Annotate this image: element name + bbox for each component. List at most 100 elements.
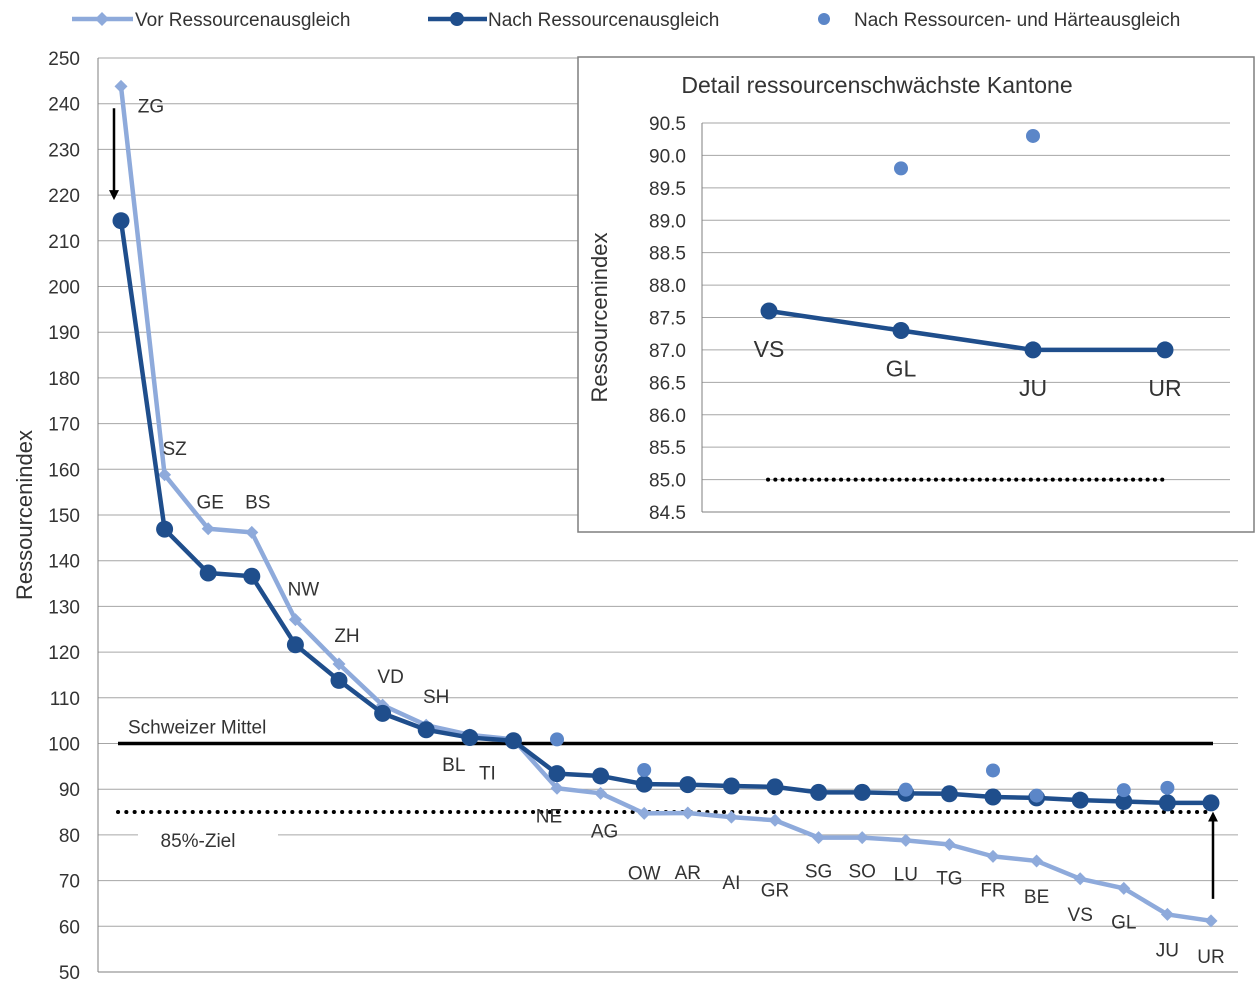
point-after <box>722 777 740 795</box>
point-after <box>374 704 392 722</box>
category-label-zg: ZG <box>138 96 164 117</box>
category-label-gr: GR <box>761 880 790 901</box>
category-label-be: BE <box>1024 887 1049 908</box>
inset-frame <box>577 56 1255 533</box>
inset-y-axis-label: Ressourcenindex <box>587 233 612 403</box>
category-label-fr: FR <box>980 880 1005 901</box>
reference-label-target-bg <box>138 820 278 849</box>
point-before <box>332 657 346 671</box>
inset-series-line <box>768 308 1165 353</box>
y-tick-label: 180 <box>48 369 80 390</box>
category-label-zh: ZH <box>334 626 359 647</box>
y-tick-label: 50 <box>59 963 80 980</box>
category-label-ur: UR <box>1197 947 1224 968</box>
point-before <box>1073 872 1087 886</box>
category-label-bl: BL <box>442 755 465 776</box>
point-after <box>199 564 217 582</box>
inset-y-tick-label: 86.5 <box>649 373 686 394</box>
point-hardship <box>1029 788 1044 803</box>
inset-y-tick-label: 89.5 <box>649 179 686 200</box>
inset-point <box>760 302 778 320</box>
point-before <box>594 786 608 800</box>
y-tick-label: 240 <box>48 95 80 116</box>
category-label-vs: VS <box>1068 905 1093 926</box>
point-after <box>766 778 784 796</box>
point-after <box>810 783 828 801</box>
category-label-ju: JU <box>1156 940 1179 961</box>
reference-label-target: 85%-Ziel <box>161 831 236 852</box>
point-before <box>1030 854 1044 868</box>
inset-point-hardship <box>1026 128 1040 143</box>
point-hardship <box>637 763 652 778</box>
y-tick-label: 170 <box>48 415 80 436</box>
y-tick-label: 160 <box>48 460 80 481</box>
y-tick-label: 90 <box>59 780 80 801</box>
point-after <box>635 775 653 793</box>
point-before <box>812 831 826 845</box>
inset-point-hardship <box>894 161 908 176</box>
legend-label-after: Nach Ressourcenausgleich <box>488 10 719 31</box>
legend-marker-before <box>95 12 109 26</box>
category-label-vd: VD <box>377 667 403 688</box>
inset-point <box>1156 341 1174 359</box>
point-hardship <box>898 782 913 797</box>
y-tick-label: 130 <box>48 597 80 618</box>
category-label-lu: LU <box>894 864 918 885</box>
point-after <box>679 776 697 794</box>
point-hardship <box>550 732 564 747</box>
point-after <box>156 520 174 538</box>
inset-y-tick-label: 88.0 <box>649 276 686 297</box>
point-before <box>768 813 782 827</box>
y-tick-label: 140 <box>48 552 80 573</box>
legend-marker-after <box>450 12 464 26</box>
point-before <box>724 810 738 824</box>
point-before <box>201 522 215 536</box>
point-before <box>942 837 956 851</box>
y-tick-label: 210 <box>48 232 80 253</box>
y-tick-label: 120 <box>48 643 80 664</box>
point-after <box>853 783 871 801</box>
point-after <box>984 788 1002 806</box>
point-after <box>286 636 304 654</box>
point-after <box>417 721 435 739</box>
point-after <box>1158 794 1176 812</box>
category-label-tg: TG <box>936 868 962 889</box>
point-before <box>1117 881 1131 895</box>
category-label-bs: BS <box>245 492 270 513</box>
inset-y-tick-label: 85.0 <box>649 471 686 492</box>
point-after <box>940 785 958 803</box>
point-after <box>1202 794 1220 812</box>
category-label-ow: OW <box>628 863 661 884</box>
y-tick-label: 200 <box>48 278 80 299</box>
y-tick-label: 250 <box>48 49 80 70</box>
point-before <box>550 781 564 795</box>
point-before <box>899 833 913 847</box>
point-before <box>114 79 128 93</box>
point-after <box>461 729 479 747</box>
category-label-sz: SZ <box>162 439 187 460</box>
point-after <box>1071 791 1089 809</box>
inset-point <box>1024 341 1042 359</box>
y-axis-label: Ressourcenindex <box>12 430 37 600</box>
legend-label-before: Vor Ressourcenausgleich <box>135 10 350 31</box>
point-before <box>986 849 1000 863</box>
inset-y-tick-label: 87.0 <box>649 341 686 362</box>
inset-y-tick-label: 89.0 <box>649 211 686 232</box>
category-label-gl: GL <box>1111 912 1136 933</box>
main-chart: 50 60 70 80 90 100 110 120 130 140 150 160 170 180 190… <box>12 49 1238 984</box>
legend: Vor Ressourcenausgleich Nach Ressourcenau… <box>72 10 1180 31</box>
reference-label-mean: Schweizer Mittel <box>128 718 266 739</box>
category-label-sh: SH <box>423 687 449 708</box>
category-label-ag: AG <box>591 821 618 842</box>
inset-y-tick-label: 90.5 <box>649 114 686 135</box>
inset-y-tick-label: 85.5 <box>649 438 686 459</box>
category-label-nw: NW <box>288 580 320 601</box>
inset-title: Detail ressourcenschwächste Kantone <box>681 72 1072 98</box>
category-label-sg: SG <box>805 862 832 883</box>
point-after <box>592 767 610 785</box>
category-label-ar: AR <box>675 863 701 884</box>
inset-y-tick-label: 86.0 <box>649 406 686 427</box>
y-tick-label: 230 <box>48 140 80 161</box>
